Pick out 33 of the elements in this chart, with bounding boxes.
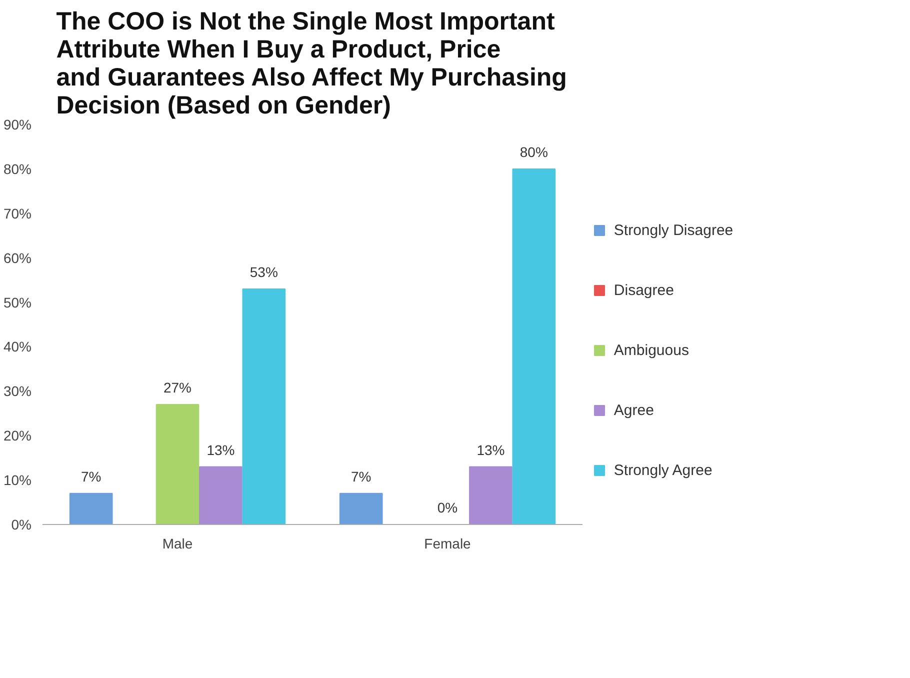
y-tick-label: 20% xyxy=(3,428,32,444)
y-tick-label: 40% xyxy=(3,338,32,355)
data-label: 7% xyxy=(80,468,102,484)
bar xyxy=(156,404,200,524)
bar xyxy=(512,168,556,524)
legend-label: Disagree xyxy=(614,282,674,299)
legend-label: Strongly Disagree xyxy=(614,222,734,239)
legend-label: Agree xyxy=(614,402,654,419)
x-tick-label: Male xyxy=(162,536,193,552)
legend-label: Strongly Agree xyxy=(614,462,712,479)
x-tick-label: Female xyxy=(424,536,472,552)
chart-title: The COO is Not the Single Most Important Attribute When I Buy a Product, Price and Guarantees Also Affect My Purchasing Decision (Based on Gender) xyxy=(56,8,567,120)
data-label: 13% xyxy=(476,442,505,458)
y-tick-label: 10% xyxy=(3,472,32,488)
bar xyxy=(242,288,286,524)
bar xyxy=(339,492,383,524)
legend-label: Ambiguous xyxy=(614,342,689,359)
data-label: 13% xyxy=(206,442,235,458)
bar xyxy=(69,492,113,524)
data-label: 27% xyxy=(163,380,192,396)
y-tick-label: 70% xyxy=(3,205,32,222)
y-tick-label: 0% xyxy=(11,516,32,532)
y-tick-label: 60% xyxy=(3,250,32,266)
data-label: 53% xyxy=(250,264,278,280)
y-tick-label: 30% xyxy=(3,383,32,400)
y-tick-label: 90% xyxy=(3,116,32,132)
y-tick-label: 50% xyxy=(3,294,32,310)
bar xyxy=(469,466,512,524)
bar xyxy=(199,466,242,524)
data-label: 0% xyxy=(437,500,458,516)
data-label: 80% xyxy=(520,144,548,160)
data-label: 7% xyxy=(350,468,372,484)
y-tick-label: 80% xyxy=(3,160,32,177)
